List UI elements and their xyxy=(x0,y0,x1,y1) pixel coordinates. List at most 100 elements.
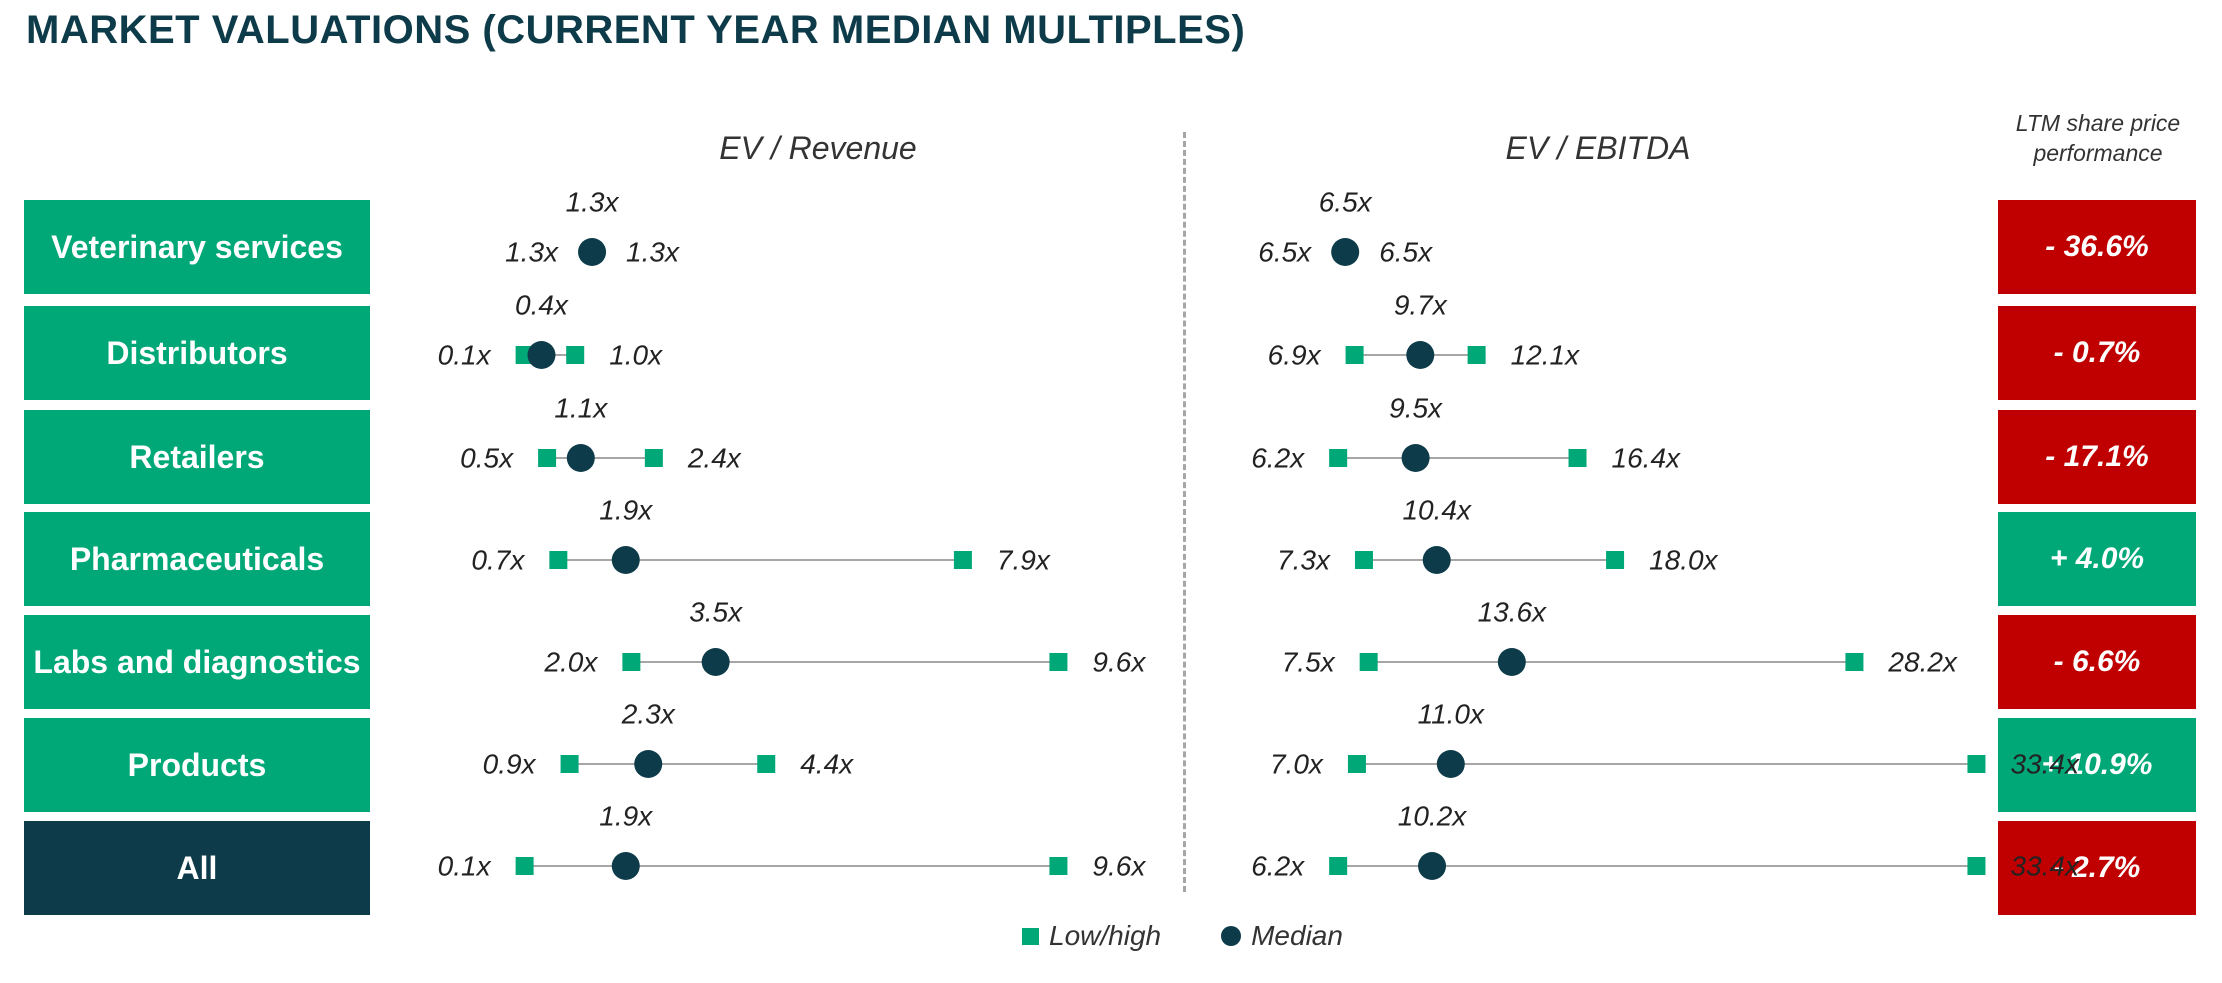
low-label: 0.7x xyxy=(471,544,525,575)
performance-box: - 6.6% xyxy=(1998,615,2196,709)
low-label: 2.0x xyxy=(543,646,598,677)
low-marker xyxy=(1359,653,1378,671)
median-marker xyxy=(634,750,663,778)
high-marker xyxy=(757,755,776,773)
high-label: 33.4x xyxy=(2010,748,2079,779)
high-marker xyxy=(1845,653,1864,671)
high-label: 1.3x xyxy=(626,236,680,267)
category-label: Pharmaceuticals xyxy=(24,512,370,606)
low-marker xyxy=(549,551,568,569)
low-label: 6.5x xyxy=(1258,236,1312,267)
median-marker xyxy=(1401,444,1430,472)
high-label: 1.0x xyxy=(609,339,663,370)
category-label: Products xyxy=(24,718,370,812)
median-label: 0.4x xyxy=(515,289,569,320)
median-label: 10.4x xyxy=(1402,494,1471,525)
low-label: 7.5x xyxy=(1282,646,1336,677)
category-label-total: All xyxy=(24,821,370,915)
low-label: 1.3x xyxy=(505,236,559,267)
ltm-header-line1: LTM share price xyxy=(2015,110,2181,136)
median-marker xyxy=(1418,852,1447,880)
category-label: Labs and diagnostics xyxy=(24,615,370,709)
median-marker xyxy=(611,546,640,574)
median-marker xyxy=(527,341,556,369)
median-marker xyxy=(1436,750,1465,778)
performance-box: - 0.7% xyxy=(1998,306,2196,400)
high-label: 9.6x xyxy=(1092,646,1146,677)
high-label: 7.9x xyxy=(997,544,1051,575)
high-label: 4.4x xyxy=(800,748,854,779)
median-label: 10.2x xyxy=(1398,800,1467,831)
low-label: 6.2x xyxy=(1251,442,1305,473)
median-marker xyxy=(566,444,595,472)
page-title: MARKET VALUATIONS (CURRENT YEAR MEDIAN M… xyxy=(26,8,1246,52)
panel-title-ev-ebitda: EV / EBITDA xyxy=(1505,130,1691,166)
high-label: 28.2x xyxy=(1887,646,1957,677)
median-label: 6.5x xyxy=(1319,186,1373,217)
median-label: 1.3x xyxy=(566,186,620,217)
high-label: 12.1x xyxy=(1511,339,1580,370)
performance-box: - 36.6% xyxy=(1998,200,2196,294)
high-marker xyxy=(1467,346,1486,364)
high-marker xyxy=(1049,653,1068,671)
ltm-header-line2: performance xyxy=(2033,140,2163,166)
median-marker xyxy=(1331,238,1360,266)
median-marker xyxy=(1497,648,1526,676)
low-marker xyxy=(560,755,579,773)
low-marker xyxy=(1329,857,1348,875)
high-marker xyxy=(566,346,585,364)
low-label: 7.3x xyxy=(1277,544,1331,575)
high-label: 16.4x xyxy=(1612,442,1681,473)
performance-box: + 10.9% xyxy=(1998,718,2196,812)
legend-median-label: Median xyxy=(1251,920,1343,951)
low-label: 0.1x xyxy=(438,339,492,370)
low-marker xyxy=(1347,755,1366,773)
median-label: 9.7x xyxy=(1394,289,1448,320)
median-label: 1.1x xyxy=(554,392,608,423)
high-marker xyxy=(1967,857,1986,875)
panel-divider xyxy=(1183,132,1186,892)
ltm-header: LTM share price performance xyxy=(1998,108,2198,168)
median-marker xyxy=(611,852,640,880)
high-label: 6.5x xyxy=(1379,236,1433,267)
performance-box: - 17.1% xyxy=(1998,410,2196,504)
high-marker xyxy=(1967,755,1986,773)
low-marker xyxy=(538,449,557,467)
median-label: 3.5x xyxy=(689,596,743,627)
median-label: 11.0x xyxy=(1418,698,1485,729)
legend-lowhigh-swatch xyxy=(1022,927,1039,945)
low-label: 7.0x xyxy=(1270,748,1324,779)
low-marker xyxy=(1329,449,1348,467)
high-label: 2.4x xyxy=(687,442,742,473)
category-label: Distributors xyxy=(24,306,370,400)
high-label: 18.0x xyxy=(1649,544,1718,575)
high-label: 33.4x xyxy=(2010,850,2079,881)
high-marker xyxy=(1568,449,1587,467)
median-label: 1.9x xyxy=(599,800,653,831)
low-label: 0.5x xyxy=(460,442,514,473)
legend: Low/high Median xyxy=(1022,920,1343,952)
median-marker xyxy=(578,238,607,266)
high-marker xyxy=(1606,551,1625,569)
low-label: 0.9x xyxy=(483,748,537,779)
performance-box: - 2.7% xyxy=(1998,821,2196,915)
low-label: 0.1x xyxy=(438,850,492,881)
high-marker xyxy=(644,449,663,467)
category-label: Veterinary services xyxy=(24,200,370,294)
median-marker xyxy=(1422,546,1451,574)
low-label: 6.9x xyxy=(1268,339,1322,370)
panel-title-ev-revenue: EV / Revenue xyxy=(719,130,917,166)
low-marker xyxy=(1345,346,1364,364)
median-label: 13.6x xyxy=(1478,596,1547,627)
median-marker xyxy=(1406,341,1435,369)
median-label: 9.5x xyxy=(1389,392,1443,423)
legend-lowhigh-label: Low/high xyxy=(1049,920,1162,951)
legend-median-swatch xyxy=(1221,926,1242,946)
low-label: 6.2x xyxy=(1251,850,1305,881)
median-label: 2.3x xyxy=(621,698,676,729)
category-label: Retailers xyxy=(24,410,370,504)
performance-box: + 4.0% xyxy=(1998,512,2196,606)
low-marker xyxy=(1354,551,1373,569)
median-label: 1.9x xyxy=(599,494,653,525)
